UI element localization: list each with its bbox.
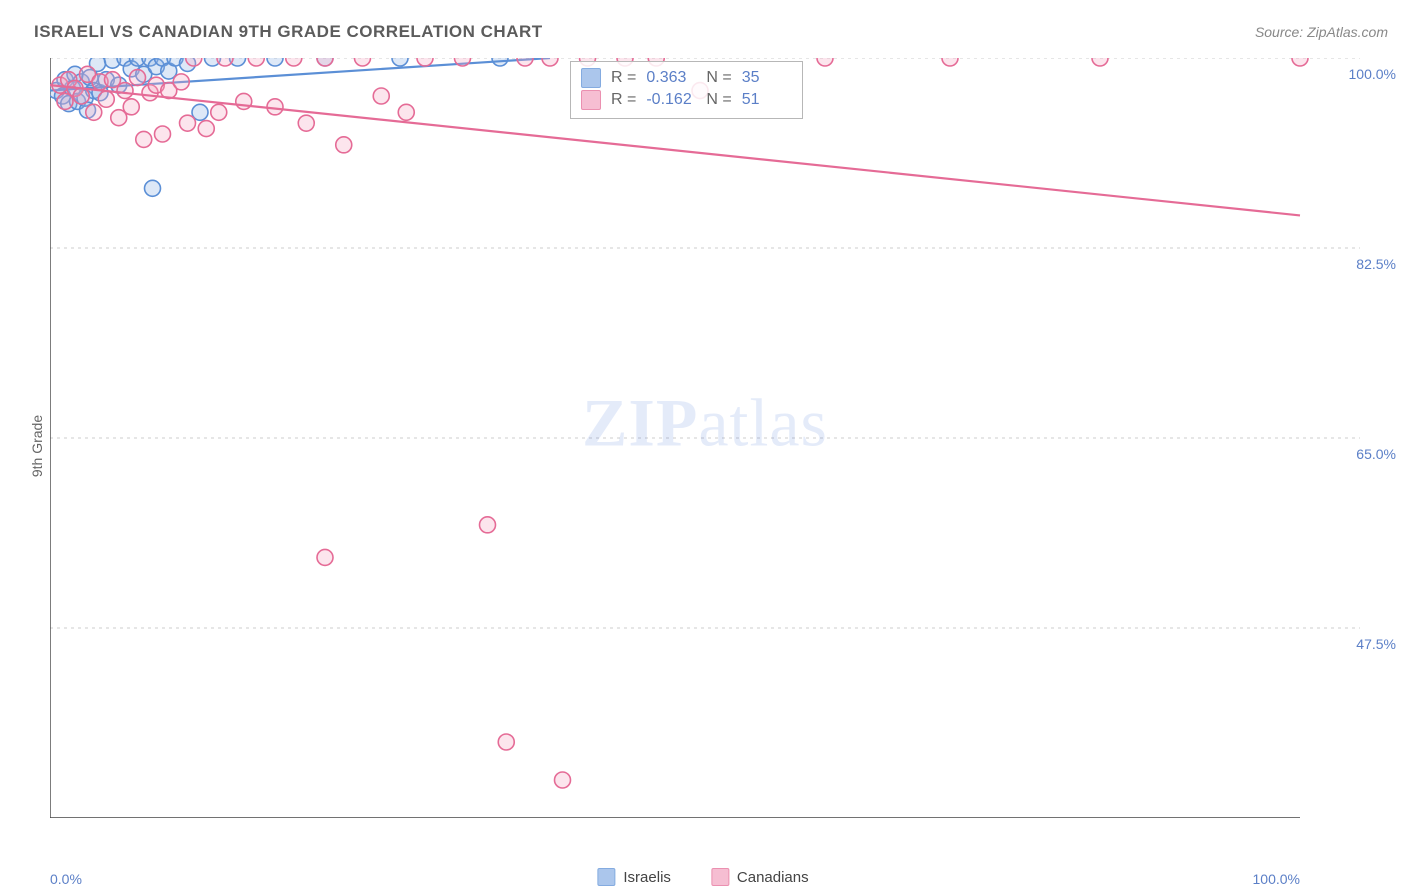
data-point [317,58,333,66]
data-point [336,137,352,153]
source-label: Source: ZipAtlas.com [1255,24,1388,40]
data-point [236,93,252,109]
y-tick-label: 65.0% [1356,446,1396,462]
legend-label: Israelis [623,869,671,886]
data-point [298,115,314,131]
data-point [123,99,139,115]
data-point [555,772,571,788]
y-tick-label: 47.5% [1356,636,1396,652]
data-point [173,74,189,90]
legend-n-value: 35 [742,69,792,87]
data-point [98,91,114,107]
legend-label: Canadians [737,869,809,886]
data-point [517,58,533,66]
legend-n-label: N = [706,69,731,87]
data-point [117,83,133,99]
data-point [542,58,558,66]
data-point [180,115,196,131]
bottom-legend: Israelis Canadians [597,868,808,886]
legend-chip [711,868,729,886]
data-point [480,517,496,533]
data-point [942,58,958,66]
legend-chip [581,68,601,88]
x-tick-label: 100.0% [1253,871,1300,887]
data-point [145,180,161,196]
data-point [211,104,227,120]
x-tick-label: 0.0% [50,871,82,887]
data-point [1292,58,1308,66]
data-point [217,58,233,66]
data-point [136,131,152,147]
data-point [248,58,264,66]
y-axis-label: 9th Grade [29,415,45,477]
legend-n-label: N = [706,91,731,109]
legend-stats-row: R = 0.363 N = 35 [581,68,792,88]
data-point [198,121,214,137]
legend-stats-box: R = 0.363 N = 35 R = -0.162 N = 51 [570,61,803,119]
legend-stats-row: R = -0.162 N = 51 [581,90,792,110]
plot-svg [50,58,1360,818]
data-point [317,549,333,565]
legend-r-label: R = [611,91,636,109]
legend-chip [581,90,601,110]
data-point [398,104,414,120]
data-point [498,734,514,750]
legend-r-value: 0.363 [646,69,696,87]
plot-area: ZIPatlas R =0.363N =35R =-0.162N =51 [50,58,1360,818]
data-point [817,58,833,66]
chart-title: ISRAELI VS CANADIAN 9TH GRADE CORRELATIO… [34,22,543,42]
data-point [73,88,89,104]
legend-r-label: R = [611,69,636,87]
data-point [86,104,102,120]
data-point [155,126,171,142]
legend-chip [597,868,615,886]
data-point [130,70,146,86]
legend-n-value: 51 [742,91,792,109]
chart-page: ISRAELI VS CANADIAN 9TH GRADE CORRELATIO… [0,0,1406,892]
data-point [1092,58,1108,66]
data-point [355,58,371,66]
series-canadians [50,58,1308,788]
data-point [392,58,408,66]
y-tick-label: 82.5% [1356,256,1396,272]
bottom-legend-item: Canadians [711,868,809,886]
data-point [267,99,283,115]
bottom-legend-item: Israelis [597,868,671,886]
data-point [373,88,389,104]
y-tick-label: 100.0% [1349,66,1396,82]
data-point [286,58,302,66]
legend-r-value: -0.162 [646,91,696,109]
data-point [267,58,283,66]
